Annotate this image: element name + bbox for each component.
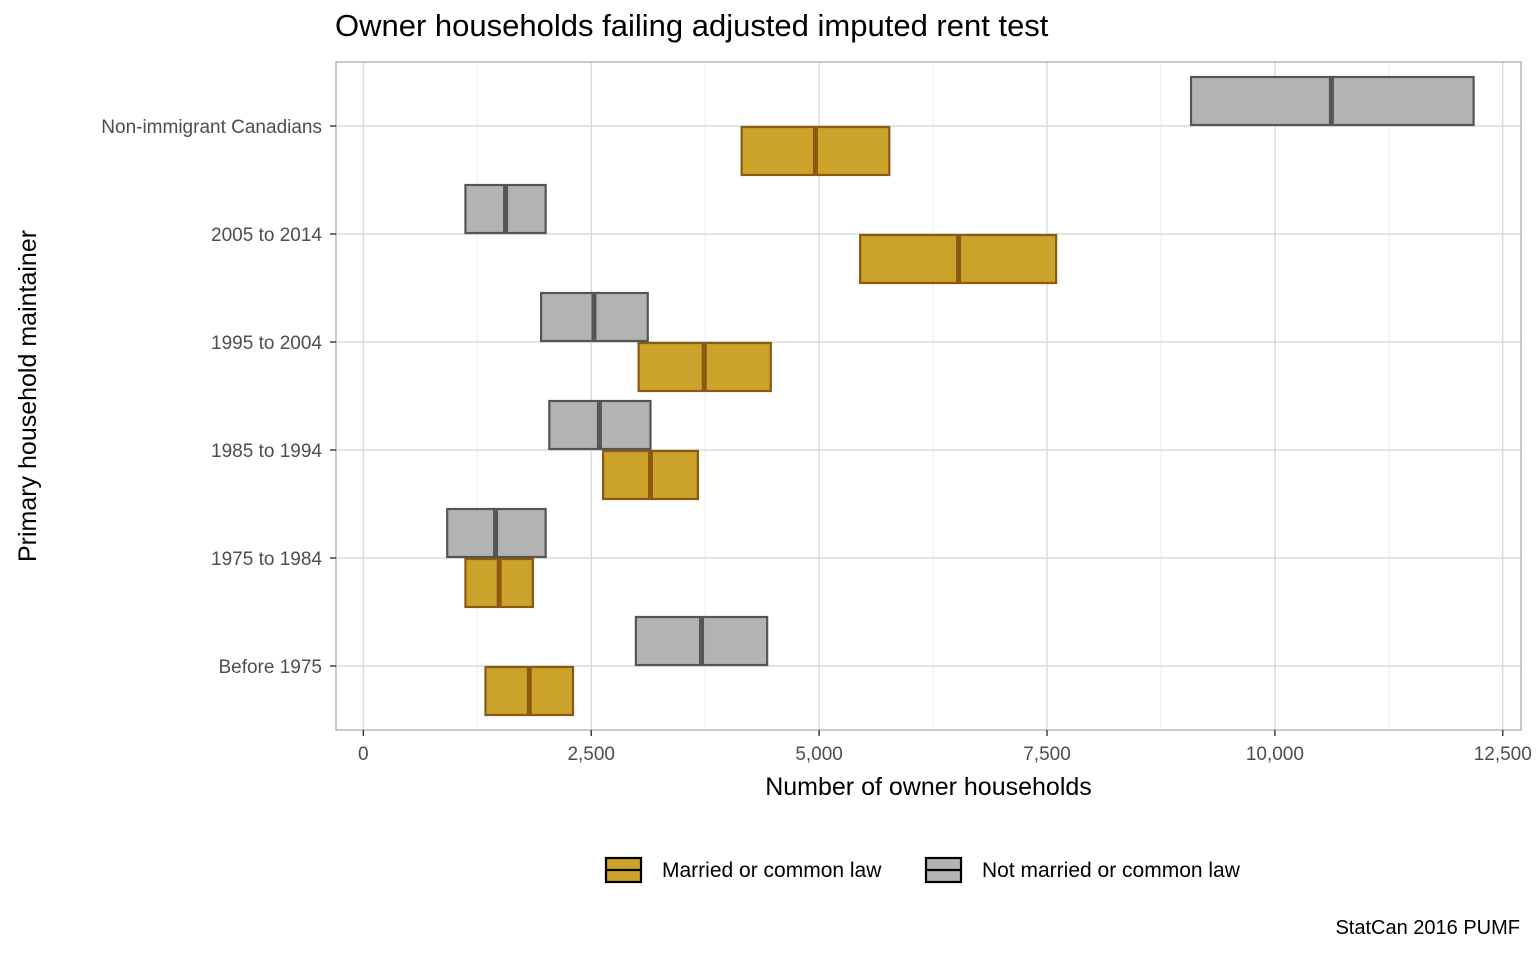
x-tick-label: 2,500	[567, 744, 615, 765]
legend-label-not-married: Not married or common law	[982, 859, 1241, 882]
y-tick-label: Before 1975	[218, 657, 322, 678]
y-tick-label: 1995 to 2004	[211, 333, 322, 354]
y-tick-label: 2005 to 2014	[211, 225, 322, 246]
chart-caption: StatCan 2016 PUMF	[1335, 917, 1520, 939]
x-tick-label: 7,500	[1023, 744, 1071, 765]
y-tick-label: 1975 to 1984	[211, 549, 322, 570]
y-tick-label: Non-immigrant Canadians	[101, 117, 322, 138]
panel-border	[335, 61, 1522, 731]
x-tick-label: 10,000	[1246, 744, 1304, 765]
legend-label-married: Married or common law	[662, 859, 882, 882]
x-tick-label: 12,500	[1474, 744, 1532, 765]
x-tick-label: 5,000	[795, 744, 843, 765]
y-tick-label: 1985 to 1994	[211, 441, 322, 462]
chart-title: Owner households failing adjusted impute…	[335, 8, 1049, 43]
y-axis-title: Primary household maintainer	[14, 230, 42, 562]
x-axis-title: Number of owner households	[765, 773, 1092, 801]
x-tick-label: 0	[358, 744, 369, 765]
